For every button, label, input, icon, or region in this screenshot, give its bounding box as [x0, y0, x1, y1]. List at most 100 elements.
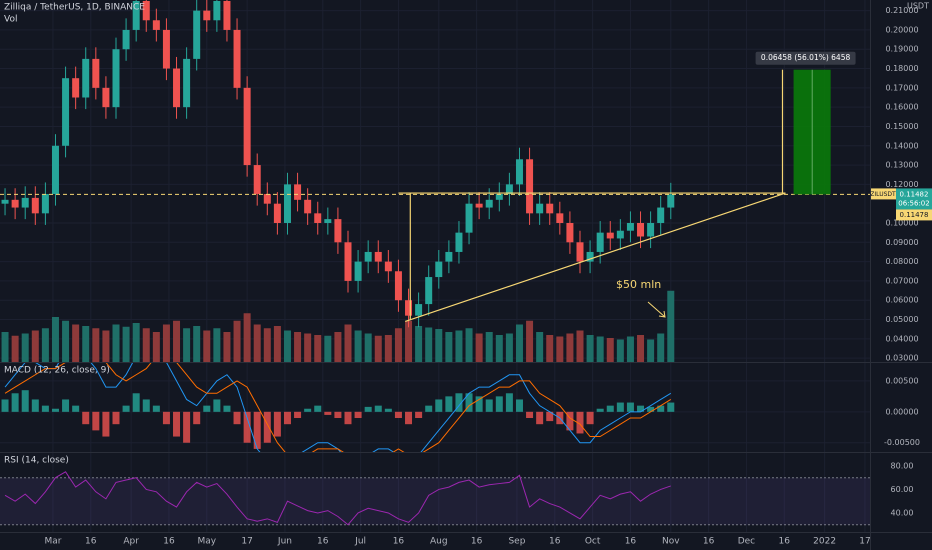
macd-histogram-bar — [475, 396, 483, 412]
candle-body — [526, 159, 534, 214]
candle-body — [344, 242, 352, 281]
candle-body — [132, 0, 140, 30]
macd-histogram-bar — [294, 411, 302, 419]
candle-body — [253, 165, 261, 195]
macd-histogram-bar — [334, 411, 342, 419]
volume-bar — [173, 320, 181, 362]
macd-histogram-bar — [152, 405, 160, 412]
candle-body — [31, 197, 39, 214]
candle-body — [606, 232, 614, 239]
macd-histogram-bar — [394, 411, 402, 419]
volume-bar — [31, 330, 39, 362]
volume-bar — [536, 332, 544, 362]
volume-bar — [455, 330, 463, 362]
macd-histogram-bar — [647, 406, 655, 412]
macd-histogram-bar — [213, 399, 221, 412]
x-tick-label: 16 — [471, 537, 483, 547]
candle-body — [41, 194, 49, 214]
volume-bar — [41, 328, 49, 362]
y-tick-label: 0.21000 — [885, 6, 918, 15]
macd-histogram-bar — [283, 411, 291, 425]
x-tick-label: 2022 — [813, 537, 836, 547]
annotation-arrow — [647, 301, 666, 318]
macd-histogram-bar — [344, 411, 352, 425]
macd-histogram-bar — [304, 408, 312, 412]
candle-body — [556, 213, 564, 223]
x-tick-label: Aug — [430, 537, 448, 547]
candle-body — [445, 251, 453, 262]
macd-histogram-bar — [243, 411, 251, 443]
candle-body — [647, 222, 655, 237]
macd-histogram-bar — [314, 405, 322, 412]
candle-body — [354, 261, 362, 281]
volume-bar — [11, 335, 19, 362]
candle-body — [11, 199, 19, 208]
macd-histogram-bar — [253, 411, 261, 449]
countdown-label: 06:56:02 — [898, 199, 929, 207]
volume-bar — [304, 333, 312, 362]
x-tick-label: 17 — [859, 537, 870, 547]
candle-body — [193, 10, 201, 59]
macd-histogram-bar — [364, 406, 372, 412]
candle-body — [626, 222, 634, 231]
x-tick-label: Mar — [44, 537, 61, 547]
x-tick-label: May — [197, 537, 216, 547]
volume-bar — [515, 324, 523, 362]
candle-body — [324, 219, 332, 223]
macd-histogram-bar — [62, 399, 70, 412]
volume-bar — [667, 290, 675, 362]
macd-histogram-bar — [566, 411, 574, 431]
candle-body — [273, 203, 281, 223]
volume-bar — [485, 332, 493, 362]
macd-histogram-bar — [536, 411, 544, 425]
volume-bar — [162, 324, 170, 362]
candle-body — [1, 199, 9, 204]
volume-bar — [626, 336, 634, 362]
macd-histogram-bar — [586, 411, 594, 425]
annotation: $50 mln — [616, 278, 661, 291]
y-tick-label: 0.13000 — [885, 161, 918, 170]
last-price-bg — [896, 188, 932, 210]
volume-bar — [152, 332, 160, 362]
macd-histogram-bar — [162, 411, 170, 425]
macd-tick-label: 0.00000 — [885, 407, 918, 416]
x-tick-label: 16 — [703, 537, 715, 547]
candle-body — [92, 58, 100, 88]
volume-bar — [495, 335, 503, 362]
candle-body — [405, 300, 413, 316]
macd-histogram-bar — [546, 411, 554, 422]
volume-bar — [183, 328, 191, 362]
candle-body — [62, 78, 70, 146]
macd-histogram-bar — [102, 411, 110, 437]
x-tick-label: 16 — [549, 537, 561, 547]
x-tick-label: Nov — [662, 537, 680, 547]
y-tick-label: 0.12000 — [885, 180, 918, 189]
macd-tick-label: -0.00500 — [884, 438, 920, 447]
candle-body — [243, 87, 251, 166]
y-tick-label: 0.19000 — [885, 45, 918, 54]
candle-body — [142, 0, 150, 21]
candle-body — [546, 203, 554, 214]
candle-body — [283, 184, 291, 223]
macd-histogram-bar — [455, 393, 463, 412]
last-price-label: 0.11482 — [900, 190, 929, 198]
volume-bar — [364, 333, 372, 362]
candle-body — [82, 58, 90, 98]
volume-bar — [526, 320, 534, 362]
macd-histogram-bar — [92, 411, 100, 431]
volume-bar — [102, 330, 110, 362]
macd-histogram-bar — [11, 393, 19, 412]
volume-bar — [62, 320, 70, 362]
macd-histogram-bar — [415, 411, 423, 419]
x-tick-label: 16 — [625, 537, 637, 547]
candle-body — [213, 0, 221, 21]
macd-histogram-bar — [445, 396, 453, 412]
macd-histogram-bar — [82, 411, 90, 425]
volume-bar — [324, 335, 332, 362]
volume-bar — [193, 326, 201, 362]
macd-histogram-bar — [193, 411, 201, 425]
macd-histogram-bar — [374, 405, 382, 412]
volume-bar — [112, 324, 120, 362]
candle-body — [51, 145, 59, 195]
